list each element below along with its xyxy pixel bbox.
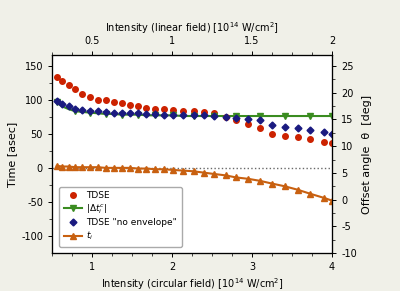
Y-axis label: Time [asec]: Time [asec] [7, 122, 17, 187]
Y-axis label: Offset angle  θ  [deg]: Offset angle θ [deg] [362, 95, 372, 214]
X-axis label: Intensity (circular field) [10$^{14}$ W/cm$^2$]: Intensity (circular field) [10$^{14}$ W/… [101, 276, 283, 291]
Legend: TDSE, $|\Delta t_i^c|$, TDSE "no envelope", $t_i$: TDSE, $|\Delta t_i^c|$, TDSE "no envelop… [59, 187, 182, 247]
X-axis label: Intensity (linear field) [10$^{14}$ W/cm$^2$]: Intensity (linear field) [10$^{14}$ W/cm… [105, 20, 279, 36]
